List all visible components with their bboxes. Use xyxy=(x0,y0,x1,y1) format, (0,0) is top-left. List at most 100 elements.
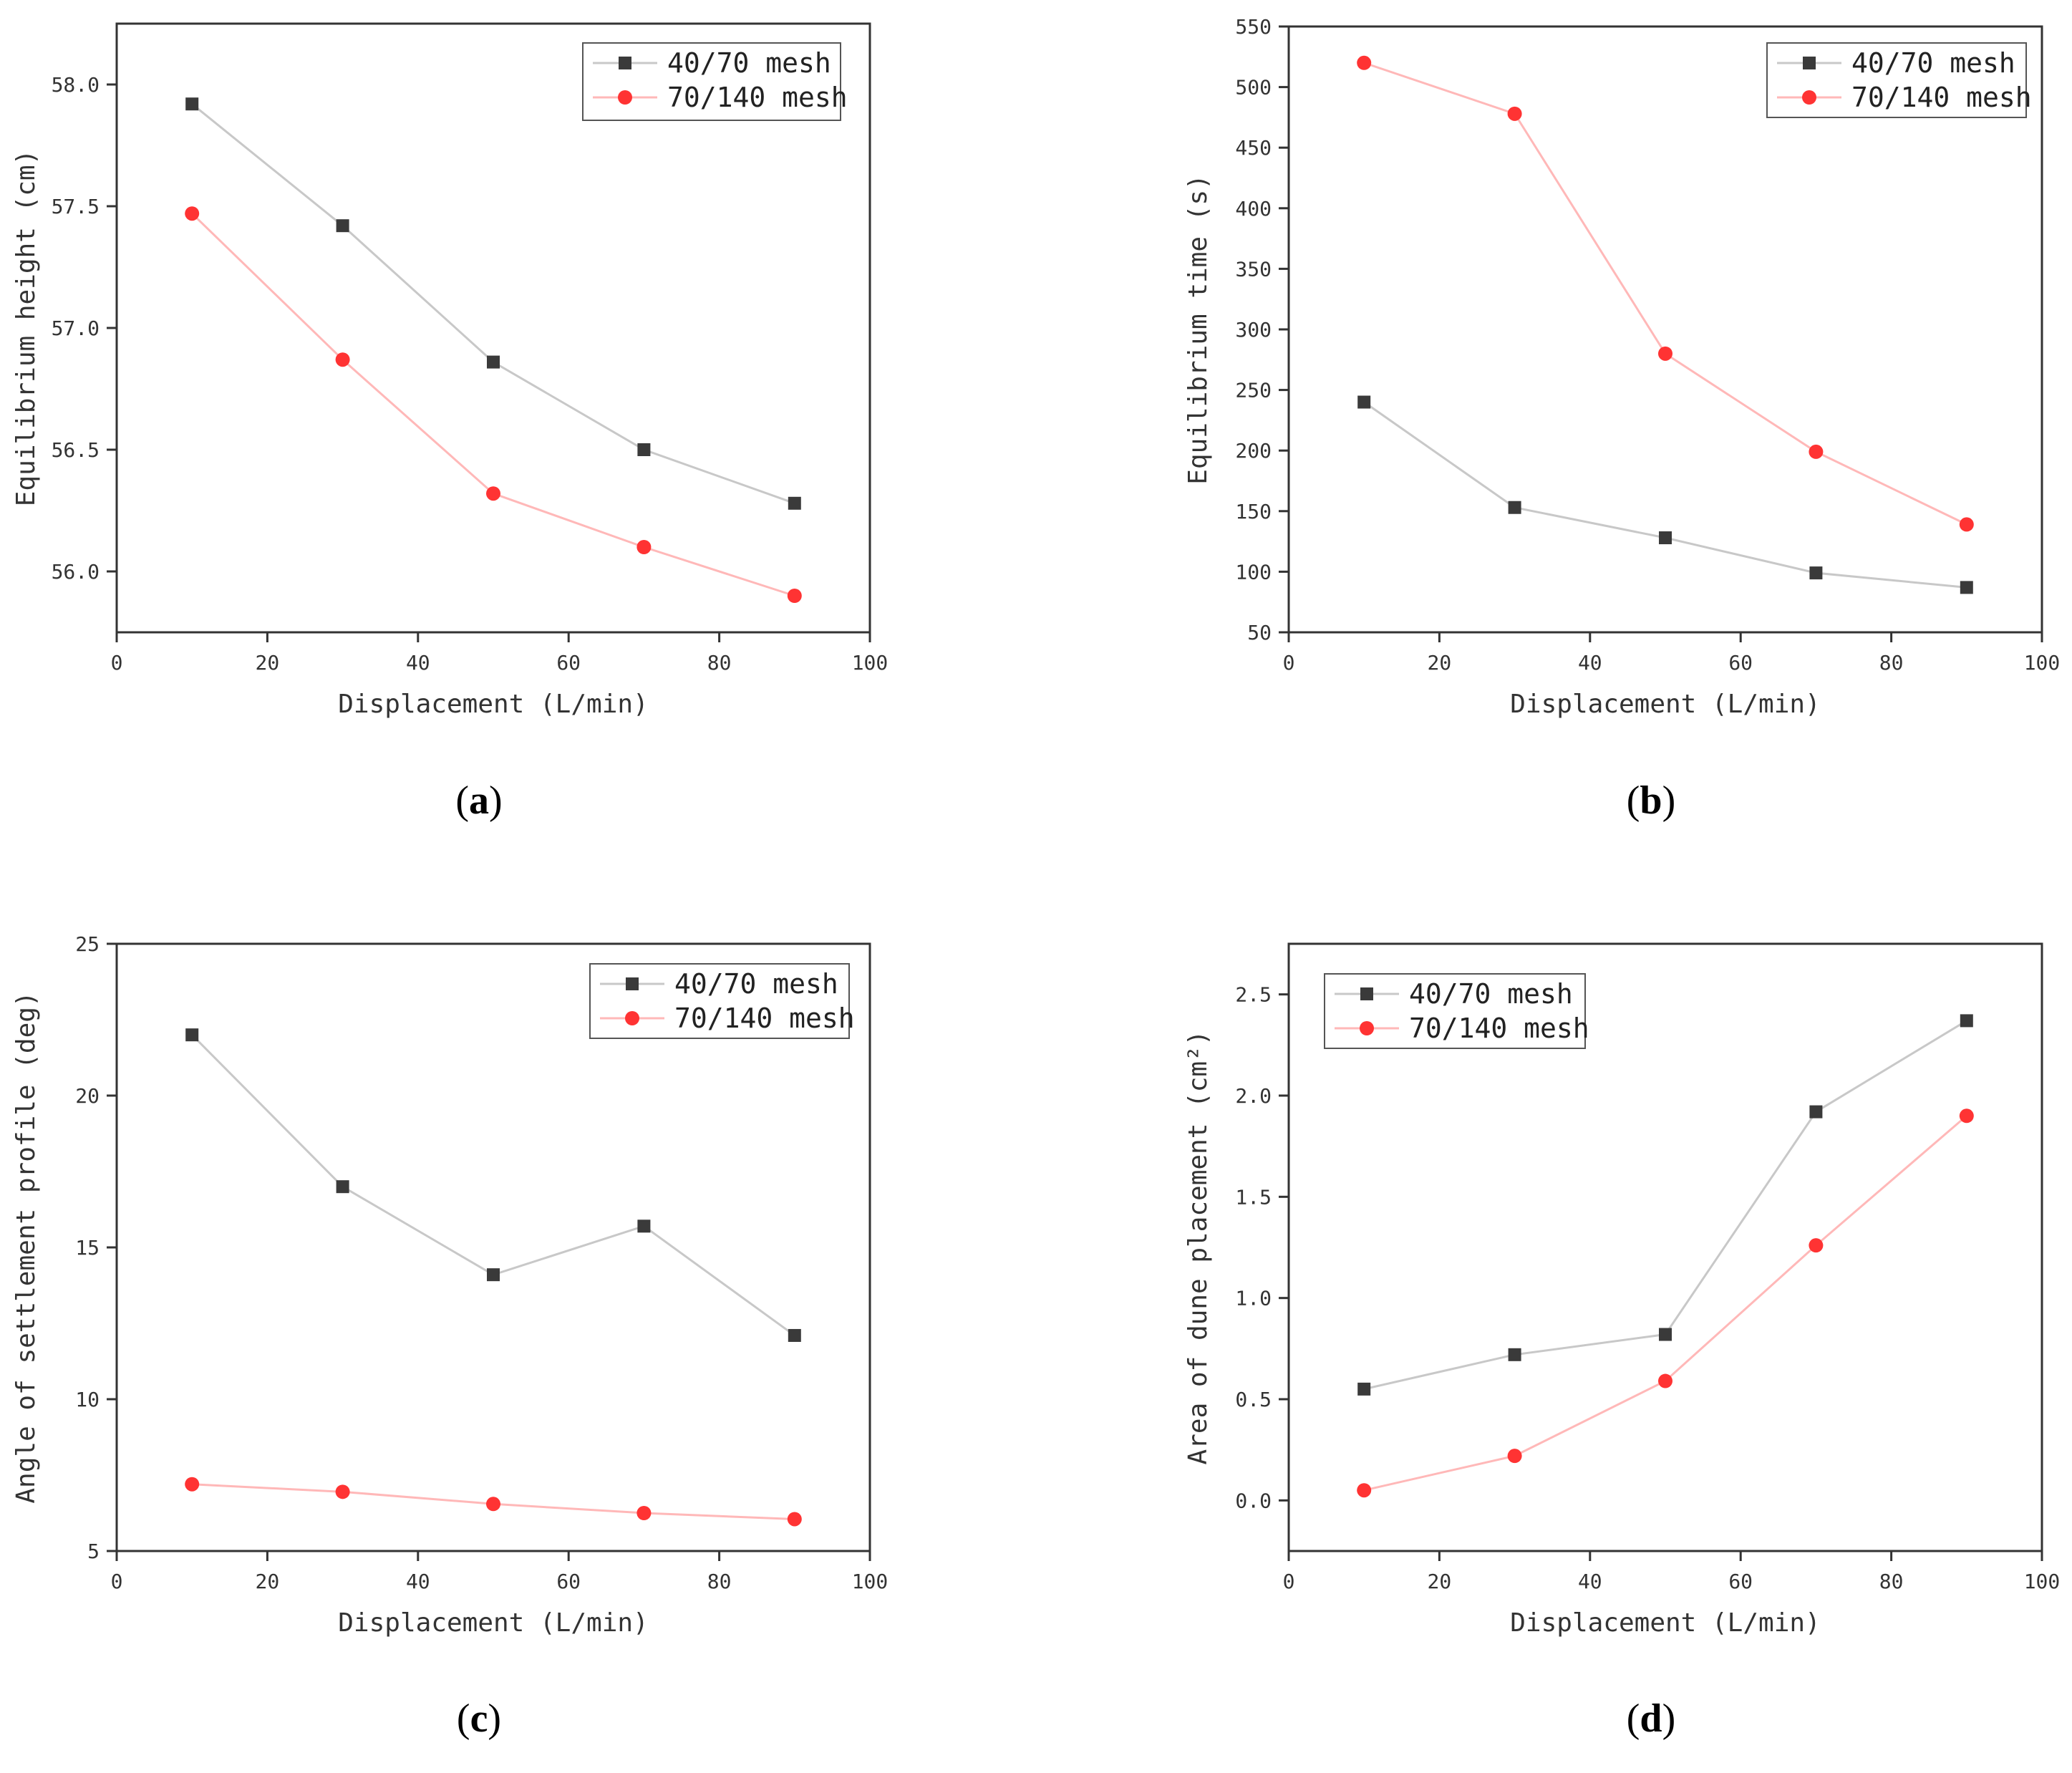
panel-label: (c) xyxy=(457,1696,501,1741)
x-tick-label: 60 xyxy=(1728,651,1753,675)
data-point-square xyxy=(487,1268,500,1282)
panel-label-letter: c xyxy=(470,1696,488,1741)
y-tick-label: 200 xyxy=(1235,439,1272,463)
data-point-circle xyxy=(636,540,652,554)
legend-marker-square xyxy=(626,977,639,990)
series-line-70-140-mesh xyxy=(1363,62,1967,526)
data-point-circle xyxy=(1658,346,1672,361)
y-tick-label: 100 xyxy=(1235,560,1272,584)
y-tick-label: 250 xyxy=(1235,379,1272,402)
legend-label: 40/70 mesh xyxy=(674,968,838,1000)
data-point-circle xyxy=(335,1484,350,1499)
data-point-circle xyxy=(335,352,350,367)
panel-label-open: ( xyxy=(1627,778,1640,823)
x-tick-label: 80 xyxy=(707,1570,732,1593)
y-tick-label: 56.0 xyxy=(52,560,100,584)
panel-label: (d) xyxy=(1627,1696,1675,1741)
y-tick-label: 0.0 xyxy=(1235,1489,1272,1512)
x-tick-label: 80 xyxy=(1879,1570,1904,1593)
data-point-circle xyxy=(1507,1449,1522,1464)
series-line-40-70-mesh xyxy=(1363,401,1967,589)
legend-label: 70/140 mesh xyxy=(674,1003,855,1034)
panel-d: 0 20 40 60 80 100 0.0 0.5 1.0 1.5 2.0 2.5 Displaceme… xyxy=(1183,942,2061,1638)
panel-c: 0 20 40 60 80 100 5 10 15 20 25 Displacement (L/min… xyxy=(11,932,888,1638)
data-point-circle xyxy=(636,1506,652,1520)
legend-marker-circle xyxy=(1360,1021,1374,1035)
x-tick-label: 40 xyxy=(1578,1570,1602,1593)
legend-label: 40/70 mesh xyxy=(1851,47,2015,79)
y-tick-label: 58.0 xyxy=(52,73,100,97)
x-tick-label: 100 xyxy=(852,1570,889,1593)
panel-label-open: ( xyxy=(457,1696,470,1741)
legend-box xyxy=(589,963,850,1039)
series-line-70-140-mesh xyxy=(1363,1115,1967,1492)
x-tick-label: 0 xyxy=(111,1570,123,1593)
legend-marker-circle xyxy=(1802,90,1816,105)
y-tick-label: 300 xyxy=(1235,318,1272,342)
x-axis-title: Displacement (L/min) xyxy=(1510,690,1820,719)
x-tick-label: 20 xyxy=(256,651,280,675)
panel-label-letter: b xyxy=(1640,778,1662,823)
y-tick-label: 0.5 xyxy=(1235,1388,1272,1411)
data-point-square xyxy=(637,443,651,456)
data-point-square xyxy=(1357,1382,1371,1396)
series-line-40-70-mesh xyxy=(191,103,795,505)
data-point-circle xyxy=(787,589,802,603)
legend-marker-square xyxy=(1360,987,1373,1000)
data-point-circle xyxy=(1959,517,1974,532)
panel-label-letter: a xyxy=(469,778,489,823)
x-tick-label: 60 xyxy=(1728,1570,1753,1593)
panel-label-close: ) xyxy=(489,778,503,823)
data-point-circle xyxy=(1357,1483,1372,1498)
y-tick-label: 10 xyxy=(75,1388,100,1411)
y-tick-label: 400 xyxy=(1235,197,1272,221)
data-point-square xyxy=(1659,1328,1672,1341)
y-tick-label: 500 xyxy=(1235,76,1272,100)
legend-marker-square xyxy=(1803,57,1816,69)
panel-a: 0 20 40 60 80 100 56.0 56.5 57.0 57.5 58.0 Displace… xyxy=(11,22,888,719)
legend-box xyxy=(582,42,841,121)
legend-box xyxy=(1766,42,2027,118)
data-point-square xyxy=(788,1328,801,1342)
x-tick-label: 0 xyxy=(1283,1570,1295,1593)
y-tick-label: 2.5 xyxy=(1235,983,1272,1007)
x-tick-label: 100 xyxy=(2024,1570,2061,1593)
y-tick-label: 1.0 xyxy=(1235,1287,1272,1310)
data-point-square xyxy=(336,1180,349,1194)
x-tick-label: 0 xyxy=(1283,651,1295,675)
series-line-70-140-mesh xyxy=(191,213,795,597)
x-tick-label: 40 xyxy=(1578,651,1602,675)
x-tick-label: 80 xyxy=(1879,651,1904,675)
x-tick-label: 100 xyxy=(2024,651,2061,675)
y-tick-label: 1.5 xyxy=(1235,1185,1272,1209)
y-axis-title: Equilibrium height (cm) xyxy=(11,150,41,507)
data-point-circle xyxy=(787,1512,802,1527)
data-point-square xyxy=(487,355,500,369)
y-tick-label: 5 xyxy=(87,1540,100,1563)
y-tick-label: 450 xyxy=(1235,136,1272,160)
plot-frame xyxy=(1287,942,2043,1552)
x-tick-label: 40 xyxy=(406,1570,430,1593)
y-axis-title: Area of dune placement (cm²) xyxy=(1183,1030,1213,1465)
y-tick-label: 20 xyxy=(75,1084,100,1108)
legend-label: 40/70 mesh xyxy=(1409,978,1573,1010)
x-tick-label: 40 xyxy=(406,651,430,675)
data-point-circle xyxy=(1959,1108,1974,1124)
data-point-square xyxy=(1809,566,1823,580)
x-axis-title: Displacement (L/min) xyxy=(338,1608,648,1638)
data-point-square xyxy=(185,1028,199,1042)
data-point-square xyxy=(1508,1348,1521,1361)
data-point-circle xyxy=(486,1497,500,1512)
x-tick-label: 60 xyxy=(556,651,581,675)
panel-label: (a) xyxy=(455,778,502,823)
panel-label-close: ) xyxy=(1662,1696,1676,1741)
legend-label: 70/140 mesh xyxy=(1851,82,2032,113)
x-axis-title: Displacement (L/min) xyxy=(338,690,648,719)
x-tick-label: 20 xyxy=(256,1570,280,1593)
data-point-square xyxy=(1809,1105,1823,1119)
panel-label: (b) xyxy=(1627,778,1675,823)
series-line-40-70-mesh xyxy=(191,1034,795,1337)
data-point-circle xyxy=(185,1477,200,1492)
